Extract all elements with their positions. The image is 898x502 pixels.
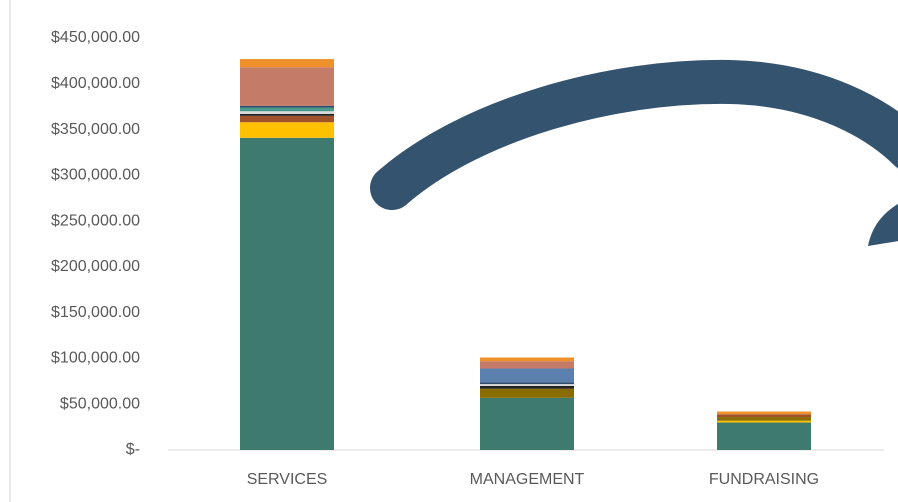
bar-segment — [240, 113, 334, 116]
y-tick-label: $100,000.00 — [51, 350, 140, 367]
x-tick-label: SERVICES — [247, 471, 328, 488]
bar-segment — [240, 137, 334, 450]
y-tick-label: $300,000.00 — [51, 167, 140, 184]
bar-segment — [717, 411, 811, 415]
y-tick-label: $250,000.00 — [51, 212, 140, 229]
y-tick-label: $350,000.00 — [51, 121, 140, 138]
y-tick-label: $200,000.00 — [51, 258, 140, 275]
bar-segment — [240, 111, 334, 114]
bar-segment — [717, 417, 811, 421]
y-tick-label: $400,000.00 — [51, 75, 140, 92]
bar-segment — [480, 357, 574, 362]
x-tick-label: FUNDRAISING — [709, 471, 819, 488]
x-tick-label: MANAGEMENT — [470, 471, 585, 488]
y-tick-label: $450,000.00 — [51, 29, 140, 46]
bar-segment — [480, 368, 574, 383]
bar-segment — [480, 382, 574, 385]
bar-segment — [240, 107, 334, 112]
brush-stroke — [370, 59, 898, 210]
bar-segment — [240, 67, 334, 106]
y-tick-label: $150,000.00 — [51, 304, 140, 321]
bar-segment — [480, 384, 574, 386]
y-tick-label: $50,000.00 — [60, 395, 140, 412]
brush-stroke — [868, 203, 898, 246]
bar-segment — [480, 388, 574, 398]
plot: $- $50,000.00 $100,000.00 $150,000.00 $200,0… — [51, 29, 884, 488]
bar-segment — [717, 422, 811, 450]
bar-segment — [480, 385, 574, 389]
bar-segment — [240, 115, 334, 123]
bar-segment — [240, 105, 334, 108]
bar-segment — [480, 361, 574, 369]
bar-segment — [717, 414, 811, 418]
y-tick-label: $- — [126, 441, 140, 458]
bar-segment — [240, 59, 334, 68]
bar-segment — [240, 122, 334, 138]
bar-segment — [480, 397, 574, 450]
bar-segment — [717, 420, 811, 423]
